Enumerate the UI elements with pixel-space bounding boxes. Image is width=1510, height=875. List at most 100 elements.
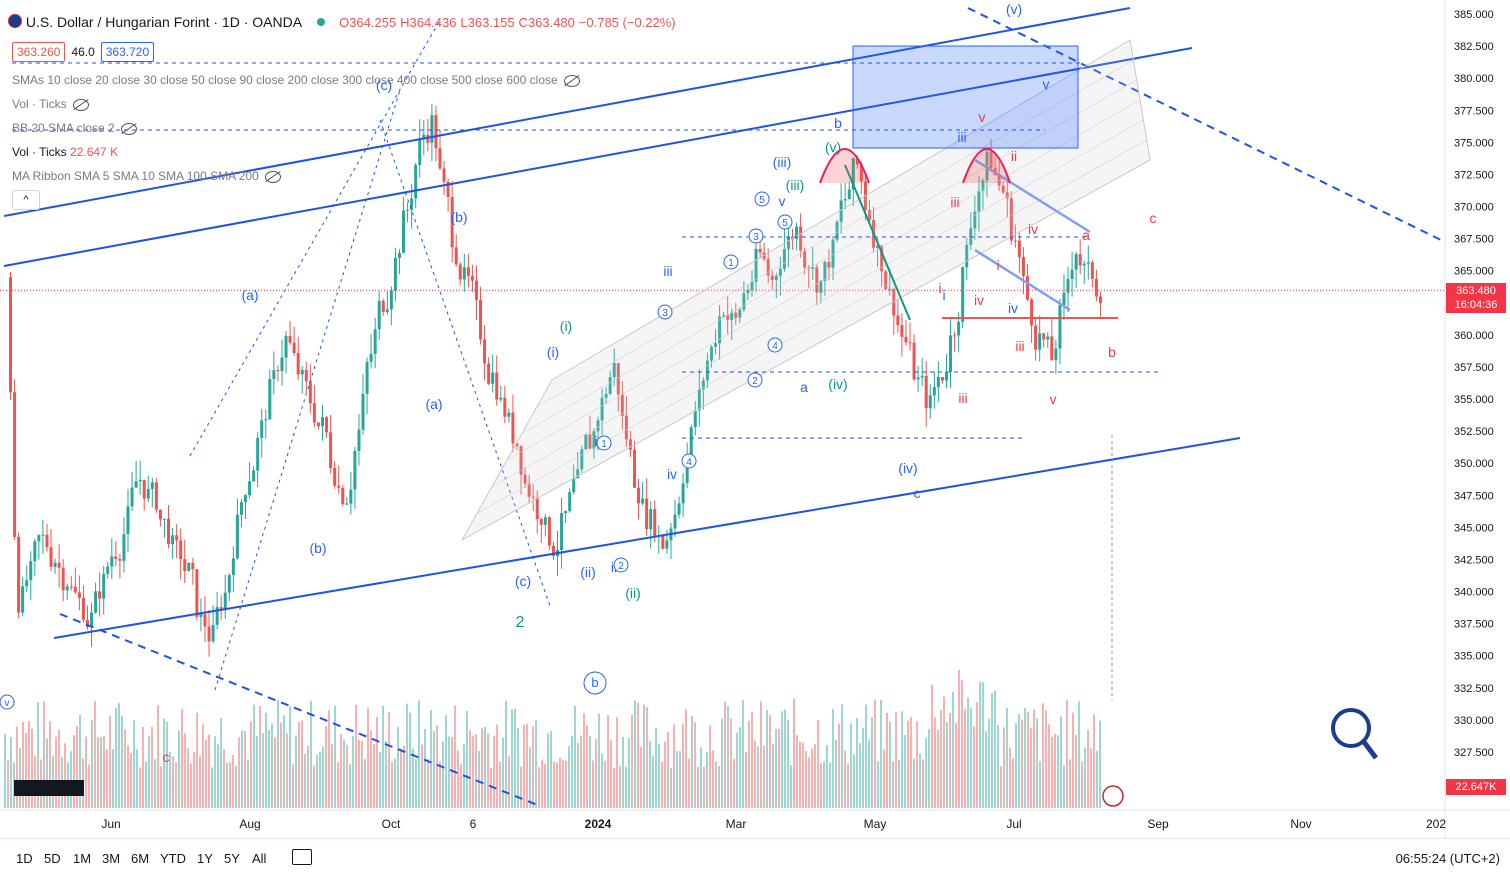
candle-body <box>320 417 324 427</box>
green-trend-line <box>844 164 911 321</box>
wave-label: c <box>163 749 170 765</box>
wave-label: (i) <box>560 318 572 334</box>
candle-body <box>244 495 248 503</box>
hidden-eye-icon[interactable] <box>264 170 281 183</box>
candle-body <box>45 534 49 548</box>
volume-bar <box>973 726 975 808</box>
candle-body <box>831 239 835 268</box>
volume-bar <box>439 761 441 808</box>
candle-body <box>29 561 33 581</box>
volume-bar <box>901 711 903 808</box>
volume-bar <box>112 749 114 808</box>
volume-bar <box>610 740 612 808</box>
timeframe-ytd[interactable]: YTD <box>160 851 186 866</box>
volume-bar <box>970 707 972 808</box>
volume-bar <box>1024 708 1026 808</box>
timeframe-5d[interactable]: 5D <box>44 851 61 866</box>
volume-bar <box>391 761 393 808</box>
candle-body <box>560 513 564 550</box>
price-tick-label: 340.000 <box>1454 587 1494 599</box>
volume-bar <box>349 763 351 808</box>
candle-body <box>458 264 462 280</box>
volume-bar <box>673 724 675 808</box>
candle-body <box>908 342 912 344</box>
volume-bar <box>787 719 789 808</box>
candle-body <box>260 420 264 438</box>
timeframe-5y[interactable]: 5Y <box>224 851 240 866</box>
indicator-bb[interactable]: BB 20 SMA close 2 <box>12 121 137 135</box>
top-arc-marker <box>962 148 1011 184</box>
circled-wave-label: 5 <box>759 195 765 206</box>
volume-bar <box>94 701 96 808</box>
volume-bar <box>268 729 270 808</box>
countdown-label: 16:04:36 <box>1446 297 1506 313</box>
timeframe-3m[interactable]: 3M <box>102 851 121 866</box>
volume-bar <box>472 735 474 808</box>
indicator-ma-ribbon[interactable]: MA Ribbon SMA 5 SMA 10 SMA 100 SMA 200 <box>12 169 281 183</box>
candle-body <box>438 148 442 169</box>
timeframe-all[interactable]: All <box>252 851 267 866</box>
volume-bar <box>904 735 906 808</box>
volume-bar <box>469 730 471 808</box>
hidden-eye-icon[interactable] <box>72 98 89 111</box>
circled-wave-label: 4 <box>772 341 778 352</box>
timeframe-1y[interactable]: 1Y <box>197 851 213 866</box>
candle-body <box>880 245 884 272</box>
channel-grid-line <box>491 119 1144 487</box>
volume-bar <box>949 713 951 808</box>
volume-bar <box>757 746 759 808</box>
candle-body <box>369 353 373 362</box>
volume-bar <box>76 725 78 808</box>
indicator-smas[interactable]: SMAs 10 close 20 close 30 close 50 close… <box>12 73 580 87</box>
volume-bar <box>412 748 414 808</box>
volume-bar <box>421 744 423 808</box>
candle-body <box>944 371 948 381</box>
volume-bar <box>427 759 429 808</box>
fan-line-c <box>379 119 551 607</box>
candle-body <box>373 329 377 354</box>
date-range-calendar-icon[interactable] <box>292 849 312 865</box>
candle-body <box>1042 333 1046 340</box>
volume-bar <box>79 714 81 808</box>
candle-body <box>53 562 57 567</box>
sell-button[interactable]: 363.260 <box>12 42 66 62</box>
hidden-eye-icon[interactable] <box>120 122 137 135</box>
candle-body <box>774 275 778 281</box>
symbol-title[interactable]: U.S. Dollar / Hungarian Forint · 1D · OA… <box>25 14 302 30</box>
candle-body <box>130 487 134 507</box>
candle-body <box>859 164 863 182</box>
hidden-eye-icon[interactable] <box>563 74 580 87</box>
wave-label: iii <box>950 194 959 210</box>
price-chart[interactable]: 385.000 382.500 380.000 377.500 375.000 372.5… <box>0 0 1510 838</box>
candle-body <box>61 567 65 591</box>
volume-bar <box>493 735 495 808</box>
candle-body <box>981 180 985 191</box>
indicator-vol[interactable]: Vol · Ticks 22.647 K <box>12 145 118 159</box>
buy-button[interactable]: 363.720 <box>100 42 155 62</box>
volume-bar <box>1039 761 1041 808</box>
volume-bar <box>184 733 186 808</box>
volume-bar <box>778 728 780 808</box>
collapse-indicators-button[interactable]: ^ <box>12 190 40 210</box>
volume-bar <box>25 733 27 808</box>
volume-bar <box>274 737 276 808</box>
wave-label: 2 <box>516 614 525 631</box>
volume-bar <box>742 700 744 808</box>
currency-flag-icon <box>8 14 22 28</box>
timeframe-1d[interactable]: 1D <box>16 851 33 866</box>
circled-wave-label: 2 <box>752 376 758 387</box>
volume-bar <box>214 736 216 808</box>
volume-bar <box>574 705 576 808</box>
volume-bar <box>646 707 648 808</box>
time-tick-label: May <box>864 817 887 831</box>
volume-bar <box>898 759 900 808</box>
timeframe-6m[interactable]: 6M <box>131 851 150 866</box>
indicator-vol-hidden[interactable]: Vol · Ticks <box>12 97 89 111</box>
candle-body <box>308 381 312 404</box>
volume-bar <box>733 758 735 808</box>
volume-bar <box>520 766 522 808</box>
volume-bar <box>478 751 480 808</box>
candle-body <box>1098 296 1102 304</box>
timeframe-1m[interactable]: 1M <box>73 851 92 866</box>
